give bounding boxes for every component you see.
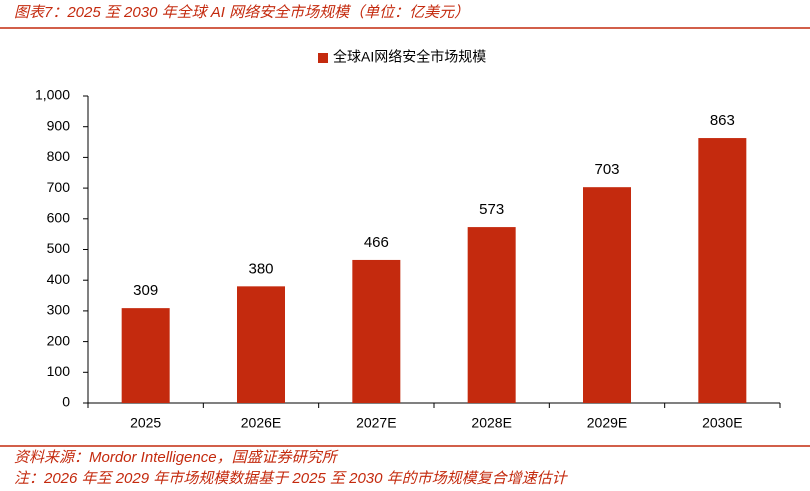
x-tick-label: 2030E xyxy=(702,415,742,431)
y-tick-label: 300 xyxy=(47,302,71,318)
y-tick-label: 500 xyxy=(47,240,71,256)
bar xyxy=(583,187,631,403)
bar xyxy=(352,259,401,403)
y-tick-label: 400 xyxy=(47,271,71,287)
value-label: 573 xyxy=(479,201,504,218)
x-tick-label: 2029E xyxy=(587,415,627,431)
x-tick-label: 2025 xyxy=(130,415,161,431)
chart-title: 图表7：2025 至 2030 年全球 AI 网络安全市场规模（单位：亿美元） xyxy=(14,4,469,21)
y-tick-label: 600 xyxy=(47,210,71,226)
y-tick-label: 200 xyxy=(47,332,71,348)
value-label: 863 xyxy=(710,112,735,129)
y-tick-label: 1,000 xyxy=(35,87,70,103)
x-tick-label: 2026E xyxy=(241,415,281,431)
value-label: 309 xyxy=(133,282,158,299)
y-tick-label: 900 xyxy=(47,117,71,133)
value-label: 380 xyxy=(248,260,273,277)
x-tick-label: 2027E xyxy=(356,415,396,431)
bar xyxy=(237,286,285,403)
note: 注：2026 年至 2029 年市场规模数据基于 2025 至 2030 年的市… xyxy=(14,470,569,487)
y-tick-label: 800 xyxy=(47,148,71,164)
bar xyxy=(467,227,516,403)
value-label: 703 xyxy=(594,161,619,178)
x-tick-label: 2028E xyxy=(471,415,511,431)
bar xyxy=(698,138,747,403)
legend-swatch xyxy=(318,53,328,63)
bar xyxy=(121,308,170,403)
y-tick-label: 0 xyxy=(62,394,70,410)
source: 资料来源：Mordor Intelligence，国盛证券研究所 xyxy=(14,449,339,466)
y-tick-label: 100 xyxy=(47,363,71,379)
value-label: 466 xyxy=(364,234,389,251)
y-tick-label: 700 xyxy=(47,179,71,195)
legend-label: 全球AI网络安全市场规模 xyxy=(333,49,486,65)
